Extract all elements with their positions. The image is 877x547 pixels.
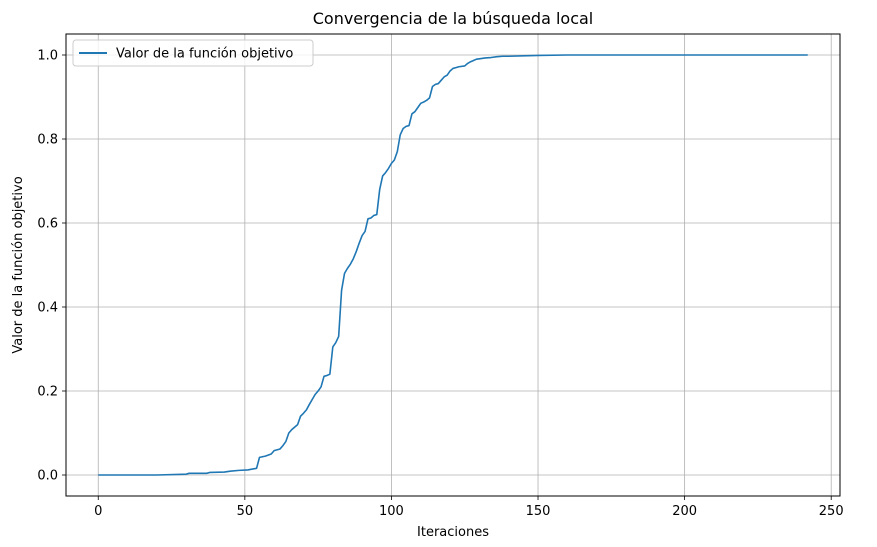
y-tick-label: 0.4 — [37, 301, 58, 316]
x-tick-label: 100 — [379, 504, 404, 519]
y-tick-label: 1.0 — [37, 49, 58, 64]
x-tick-label: 0 — [94, 504, 102, 519]
x-tick-label: 250 — [819, 504, 844, 519]
legend: Valor de la función objetivo — [72, 39, 314, 67]
series-layer — [98, 54, 808, 476]
y-tick-label: 0.6 — [37, 217, 58, 232]
legend-label: Valor de la función objetivo — [116, 47, 293, 62]
y-axis-label: Valor de la función objetivo — [11, 176, 26, 353]
y-tick-label: 0.2 — [37, 385, 58, 400]
x-tick-label: 150 — [526, 504, 551, 519]
x-tick-label: 50 — [237, 504, 254, 519]
y-tick-label: 0.0 — [37, 469, 58, 484]
chart-title: Convergencia de la búsqueda local — [313, 9, 594, 28]
legend-box — [72, 39, 314, 67]
y-tick-label: 0.8 — [37, 133, 58, 148]
x-axis-label: Iteraciones — [417, 525, 489, 540]
x-tick-label: 200 — [672, 504, 697, 519]
ticks: 0 50 100 150 200 250 0.0 0.2 0.4 0.6 0.8 1.0 — [37, 49, 843, 520]
series-line — [98, 54, 808, 476]
axes-frame — [65, 33, 841, 497]
